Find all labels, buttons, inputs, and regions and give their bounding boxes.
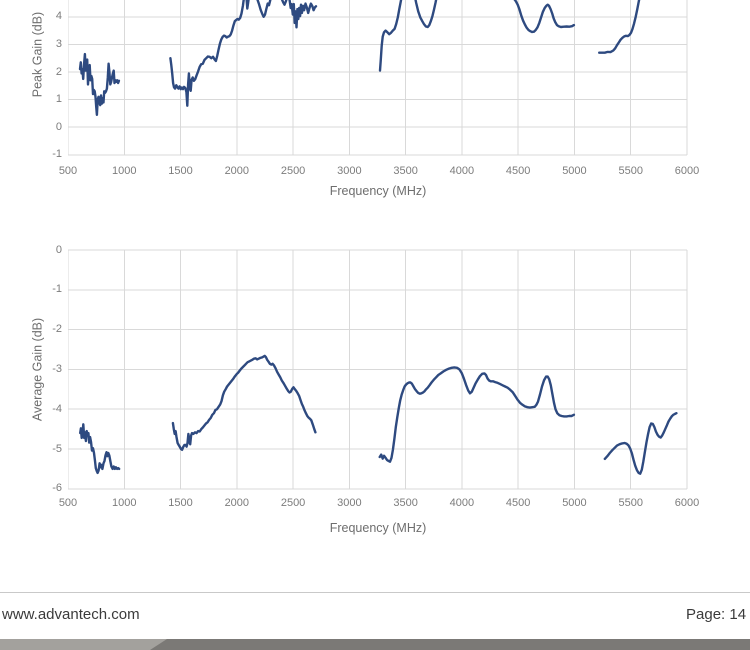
average-gain-line [79,423,121,475]
x-tick-label: 5500 [618,165,643,177]
y-tick-label: -1 [52,283,62,296]
y-tick-label: -2 [52,323,62,336]
footer-website-link[interactable]: www.advantech.com [2,606,140,623]
x-tick-label: 4500 [505,165,531,177]
y-tick-label: -5 [52,442,62,455]
x-tick-label: 2000 [224,165,250,177]
x-tick-label: 3000 [337,497,362,509]
peak-gain-x-axis-title: Frequency (MHz) [329,184,427,198]
y-tick-label: 0 [55,243,62,256]
x-tick-label: 1500 [168,165,193,177]
y-tick-label: -3 [52,362,62,375]
average-gain-line [378,366,576,463]
peak-gain-plot-area [68,0,688,156]
x-tick-label: 3000 [337,165,362,177]
average-gain-line [603,412,678,475]
average-gain-line [171,354,317,451]
peak-gain-line [598,0,641,54]
gridlines [68,249,688,490]
average-gain-x-axis-title: Frequency (MHz) [329,521,427,535]
x-tick-label: 500 [58,497,78,509]
x-tick-label: 2500 [280,165,306,177]
footer-gray-band-dark-segment [150,639,750,650]
x-tick-label: 6000 [674,165,700,177]
y-tick-label: 2 [55,65,62,78]
peak-gain-line [78,52,121,116]
y-tick-label: 0 [55,120,62,133]
x-tick-label: 500 [58,165,78,177]
footer-gray-band [0,639,750,650]
x-tick-label: 4500 [505,497,531,509]
x-tick-label: 5000 [562,165,587,177]
average-gain-chart: Average Gain (dB) Frequency (MHz) 0 -1 -2-… [31,243,700,536]
x-tick-label: 4000 [449,165,475,177]
x-tick-label: 5500 [618,497,643,509]
y-tick-label: 4 [55,10,62,23]
x-tick-label: 2000 [224,497,250,509]
x-tick-label: 1000 [112,497,137,509]
footer-page-number: Page: 14 [686,606,747,623]
x-tick-label: 1500 [168,497,193,509]
y-tick-label: 3 [55,37,62,50]
x-tick-label: 5000 [562,497,587,509]
y-tick-label: 1 [55,93,62,106]
y-tick-label: -6 [52,482,62,495]
peak-gain-line [169,0,318,107]
peak-gain-chart: Peak Gain (dB) Frequency (MHz) 4 3 2 1 0 -1 50… [0,0,750,200]
average-gain-plot-area [68,249,688,490]
footer-divider [0,592,750,593]
x-tick-label: 1000 [112,165,137,177]
x-tick-label: 3500 [393,165,418,177]
x-tick-label: 3500 [393,497,418,509]
gridlines [68,0,688,156]
x-tick-label: 4000 [449,497,475,509]
y-tick-label: -4 [52,402,62,415]
peak-gain-line [378,0,576,72]
y-tick-label: -1 [52,148,62,161]
x-tick-label: 2500 [280,497,306,509]
x-tick-label: 6000 [674,497,700,509]
